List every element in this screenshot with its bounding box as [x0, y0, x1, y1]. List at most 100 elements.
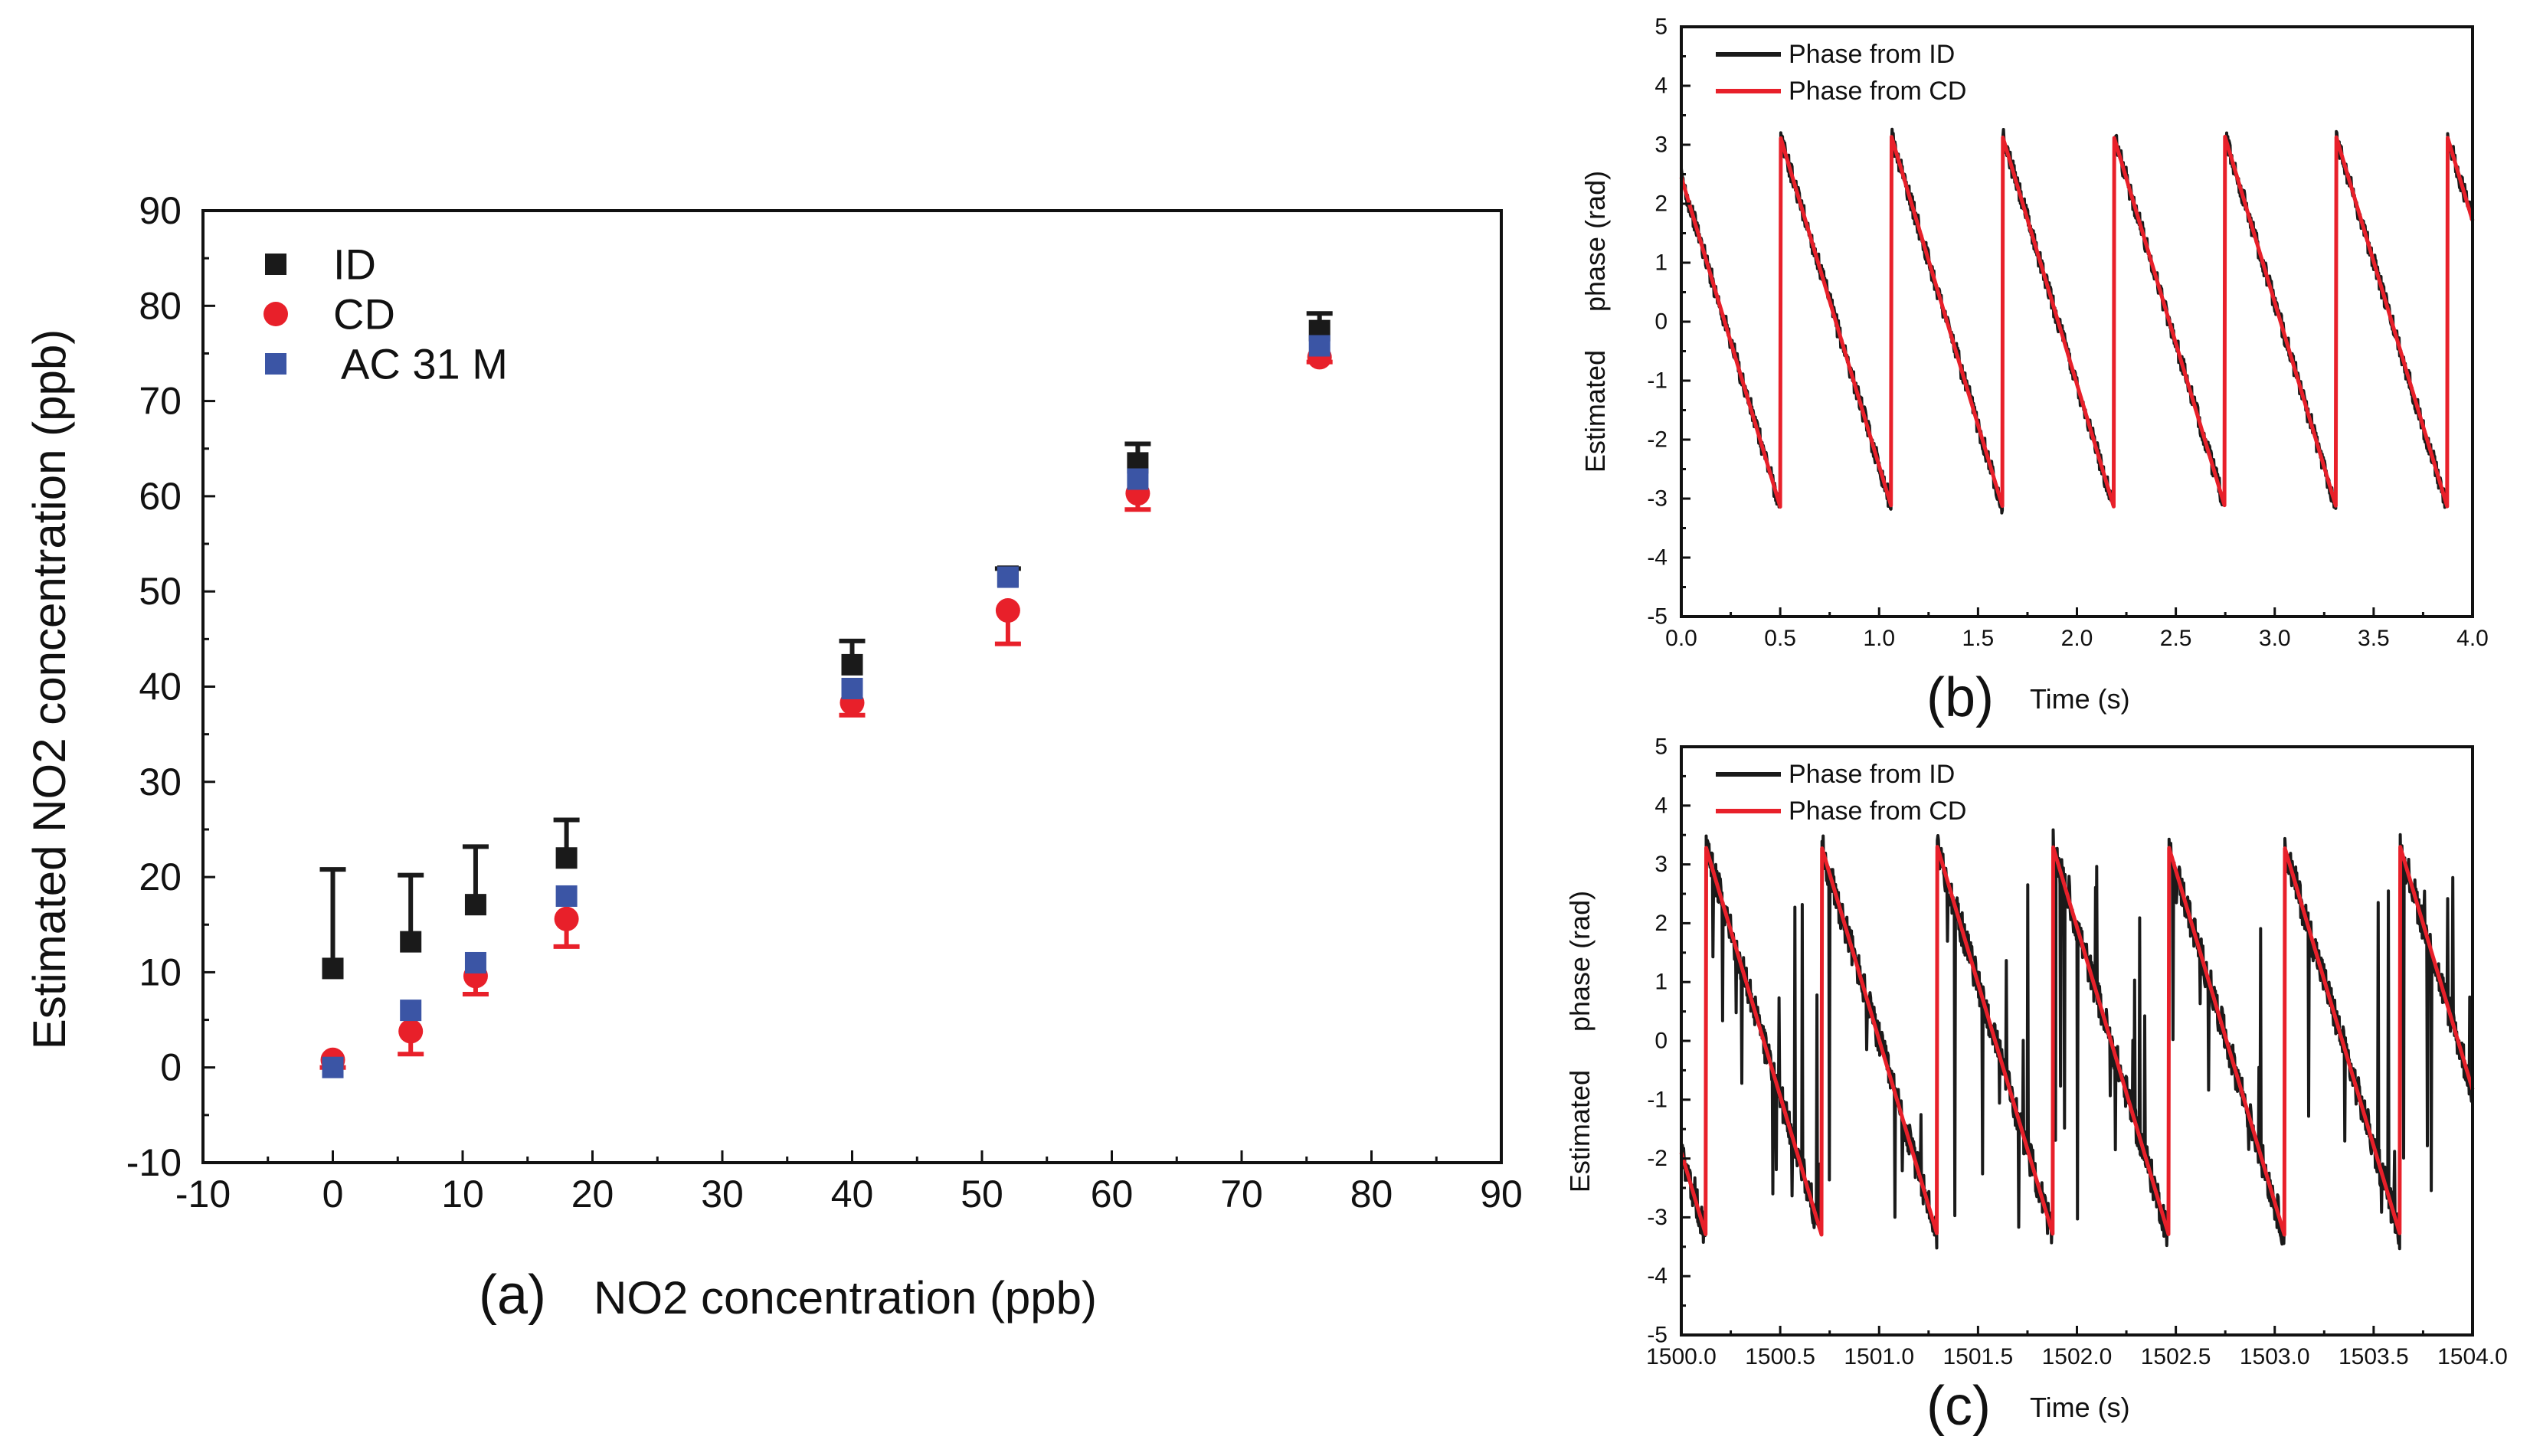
panel-b-y-tick-label: 0	[1654, 309, 1668, 335]
panel-b-line-phase-from-cd	[1679, 135, 2475, 509]
panel-a-y-tick-label: 0	[160, 1046, 182, 1089]
panel-b-marks	[1679, 127, 2475, 515]
panel-a-chart: -10 0 10 20 30 40 50 60 70 80 90 -10 0 10 20 30 40 50 60 70…	[24, 189, 1523, 1326]
panel-c-x-tick-label: 1500.0	[1646, 1344, 1717, 1369]
panel-a-point-id	[322, 957, 344, 980]
panel-c-y-tick-label: 1	[1654, 970, 1668, 995]
legend-label-cd: CD	[333, 290, 395, 339]
legend-label-id: ID	[333, 240, 376, 289]
panel-b-label: (b)	[1926, 667, 1994, 728]
panel-b-y-tick-label: -5	[1647, 604, 1668, 630]
panel-a-point-id	[464, 894, 486, 916]
panel-b-legend: Phase from ID Phase from CD	[1716, 40, 1966, 106]
panel-c-axes: 1500.0 1500.5 1501.0 1501.5 1502.0 1502.5 1503…	[1646, 735, 2508, 1370]
panel-a-x-tick-label: 80	[1350, 1173, 1393, 1216]
panel-b-x-tick-label: 1.5	[1962, 626, 1995, 651]
panel-c-y-tick-label: 0	[1654, 1029, 1668, 1054]
legend-label-phase-from-cd: Phase from CD	[1789, 77, 1966, 106]
panel-c-line-phase-from-cd	[1679, 845, 2475, 1237]
panel-b-y-tick-label: 3	[1654, 133, 1668, 158]
panel-c-y-tick-label: 4	[1654, 793, 1668, 818]
panel-b-y-tick-label: -4	[1647, 545, 1668, 571]
panel-a-marks	[319, 311, 1333, 1078]
panel-a-x-tick-label: 40	[831, 1173, 874, 1216]
panel-a-y-tick-label: 90	[139, 189, 182, 232]
panel-c-marks	[1679, 828, 2475, 1251]
panel-a-x-tick-label: 30	[701, 1173, 744, 1216]
panel-c-x-tick-label: 1501.5	[1943, 1344, 2013, 1369]
panel-a-y-tick-label: 10	[139, 950, 182, 993]
panel-a-y-tick-label: 40	[139, 666, 182, 708]
panel-a-y-tick-label: 80	[139, 284, 182, 327]
panel-b-x-tick-label: 2.0	[2061, 626, 2093, 651]
panel-c-y-tick-label: -4	[1647, 1264, 1668, 1289]
panel-c-y-tick-label: -5	[1647, 1323, 1668, 1348]
panel-b-x-tick-label: 3.5	[2358, 626, 2390, 651]
panel-c-x-tick-label: 1504.0	[2437, 1344, 2508, 1369]
panel-a-y-tick-label: 20	[139, 856, 182, 898]
panel-a-point-cd	[995, 598, 1020, 623]
panel-c-x-axis-title: Time (s)	[2030, 1392, 2130, 1423]
panel-c-x-tick-label: 1500.5	[1745, 1344, 1815, 1369]
panel-a-point-id	[400, 931, 422, 953]
panel-a-x-tick-label: 60	[1091, 1173, 1134, 1216]
panel-c-y-tick-label: -2	[1647, 1146, 1668, 1171]
panel-c-line-phase-from-id	[1680, 828, 2474, 1251]
panel-a-y-tick-label: 60	[139, 475, 182, 518]
panel-a-point-ac-31-m	[555, 885, 578, 907]
panel-c-y-tick-label: -1	[1647, 1087, 1668, 1112]
panel-b-plot-frame	[1680, 25, 2474, 618]
panel-a-x-tick-label: 0	[322, 1173, 344, 1216]
panel-c-label: (c)	[1926, 1376, 1991, 1437]
panel-a-point-ac-31-m	[997, 566, 1019, 588]
panel-a-axes: -10 0 10 20 30 40 50 60 70 80 90 -10 0 10 20 30 40 50 60 70…	[126, 189, 1523, 1216]
panel-c-chart: 1500.0 1500.5 1501.0 1501.5 1502.0 1502.5 1503…	[1564, 735, 2508, 1438]
panel-b-y-tick-label: 1	[1654, 250, 1668, 276]
panel-b-y-tick-label: 2	[1654, 191, 1668, 217]
panel-a-y-tick-label: 50	[139, 570, 182, 613]
panel-a-point-ac-31-m	[1127, 468, 1149, 490]
panel-b-line-phase-from-id	[1680, 127, 2474, 515]
legend-marker-ac-31-m	[265, 353, 286, 375]
panel-a-y-tick-label: 70	[139, 380, 182, 423]
panel-b-y-tick-label: -3	[1647, 486, 1668, 512]
panel-a-y-axis-title: Estimated NO2 concentration (ppb)	[24, 329, 75, 1049]
legend-label-phase-from-id: Phase from ID	[1789, 40, 1955, 69]
panel-a-x-tick-label: 70	[1220, 1173, 1263, 1216]
legend-label-phase-from-id: Phase from ID	[1789, 760, 1955, 789]
legend-marker-id	[265, 254, 286, 275]
panel-a-point-ac-31-m	[464, 951, 486, 973]
panel-a-x-tick-label: 10	[441, 1173, 484, 1216]
panel-a-x-tick-label: -10	[175, 1173, 231, 1216]
panel-c-x-tick-label: 1503.0	[2240, 1344, 2310, 1369]
panel-b-y-axis-title: Estimated phase (rad)	[1579, 171, 1611, 473]
panel-a-x-tick-label: 50	[961, 1173, 1003, 1216]
panel-c-y-tick-label: 2	[1654, 911, 1668, 936]
legend-label-phase-from-cd: Phase from CD	[1789, 797, 1966, 826]
panel-c-y-tick-label: -3	[1647, 1205, 1668, 1230]
legend-marker-cd	[263, 302, 288, 326]
panel-a-point-cd	[398, 1019, 424, 1044]
panel-b-axes: 0.0 0.5 1.0 1.5 2.0 2.5 3.0 3.5 4.0 -5 -4 -3 -2 -1 0 1 2…	[1647, 15, 2489, 652]
panel-a-x-tick-label: 20	[571, 1173, 614, 1216]
panel-b-y-tick-label: 4	[1654, 74, 1668, 99]
panel-a-x-axis-title: NO2 concentration (ppb)	[594, 1272, 1097, 1323]
panel-a-label: (a)	[479, 1265, 546, 1326]
panel-b-x-tick-label: 3.0	[2259, 626, 2291, 651]
panel-a-y-tick-label: 30	[139, 761, 182, 803]
panel-a-point-ac-31-m	[1308, 335, 1330, 357]
panel-b-x-tick-label: 0.0	[1665, 626, 1697, 651]
panel-a-point-ac-31-m	[400, 1000, 422, 1022]
panel-b-x-tick-label: 4.0	[2456, 626, 2489, 651]
panel-c-legend: Phase from ID Phase from CD	[1716, 760, 1966, 826]
panel-b-y-tick-label: -1	[1647, 368, 1668, 394]
panel-b-y-tick-label: 5	[1654, 15, 1668, 40]
panel-c-x-tick-label: 1502.0	[2042, 1344, 2113, 1369]
panel-c-x-tick-label: 1502.5	[2141, 1344, 2211, 1369]
legend-label-ac-31-m: AC 31 M	[341, 340, 508, 388]
panel-c-y-tick-label: 3	[1654, 852, 1668, 877]
panel-a-point-ac-31-m	[841, 677, 863, 699]
panel-a-x-tick-label: 90	[1480, 1173, 1523, 1216]
